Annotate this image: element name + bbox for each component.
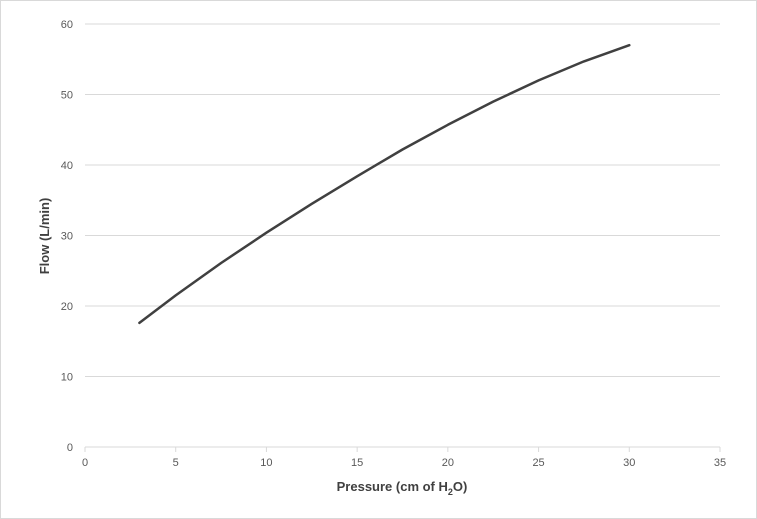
y-tick-label-40: 40: [61, 160, 73, 172]
y-tick-label-0: 0: [67, 442, 73, 454]
y-tick-label-30: 30: [61, 231, 73, 243]
y-tick-labels: 0 10 20 30 40 50 60: [61, 19, 73, 454]
x-axis-title-main: Pressure (cm of H: [337, 479, 448, 494]
x-tick-label-20: 20: [442, 457, 454, 469]
y-tick-label-10: 10: [61, 372, 73, 384]
x-tick-label-5: 5: [173, 457, 179, 469]
x-tick-label-25: 25: [532, 457, 544, 469]
x-axis-title-subscript: 2: [448, 487, 453, 497]
x-tick-label-0: 0: [82, 457, 88, 469]
series-group: [138, 43, 631, 325]
y-axis-title: Flow (L/min): [37, 198, 52, 275]
y-tick-label-20: 20: [61, 301, 73, 313]
y-tick-label-50: 50: [61, 90, 73, 102]
y-tick-label-60: 60: [61, 19, 73, 31]
x-tick-label-10: 10: [260, 457, 272, 469]
gridlines: [85, 23, 720, 377]
x-axis-title: Pressure (cm of H2O): [337, 479, 468, 497]
x-tick-label-35: 35: [714, 457, 726, 469]
x-tick-label-15: 15: [351, 457, 363, 469]
series-line-0: [138, 43, 631, 325]
x-tick-label-30: 30: [623, 457, 635, 469]
x-tick-labels: 0 5 10 15 20 25 30 35: [82, 457, 726, 469]
x-axis-title-suffix: O): [453, 479, 467, 494]
axes: [84, 446, 721, 452]
